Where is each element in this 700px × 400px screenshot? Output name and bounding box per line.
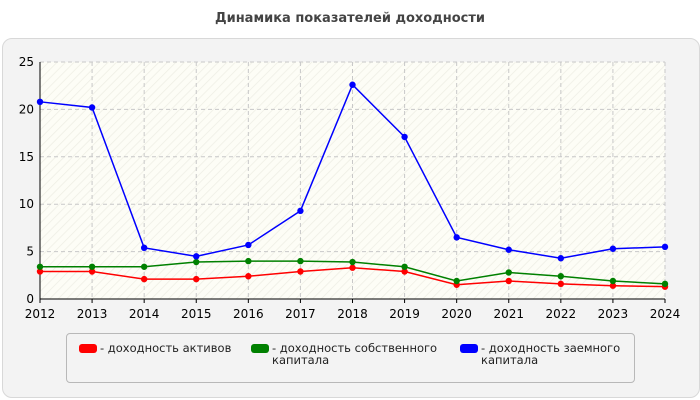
data-point-assets — [36, 268, 44, 275]
data-point-assets — [349, 264, 356, 271]
legend-item-debt: - доходность заемного капитала — [460, 342, 630, 366]
x-tick-label: 2024 — [650, 307, 681, 321]
y-tick-label: 0 — [26, 292, 34, 306]
data-point-assets — [88, 268, 96, 275]
legend-label-assets: - доходность активов — [100, 341, 232, 355]
x-tick-label: 2013 — [77, 307, 108, 321]
data-point-equity — [505, 269, 512, 276]
data-point-equity — [453, 277, 460, 285]
data-point-equity — [609, 277, 617, 285]
legend-item-equity: - доходность собственного капитала — [251, 342, 451, 366]
legend: - доходность активов - доходность собств… — [66, 333, 635, 383]
data-point-debt — [297, 207, 304, 215]
x-tick-label: 2020 — [441, 307, 472, 321]
x-tick-label: 2017 — [285, 307, 316, 321]
data-point-equity — [193, 258, 200, 266]
data-point-equity — [297, 257, 304, 265]
legend-label-equity: - доходность собственного капитала — [272, 341, 438, 367]
data-point-debt — [661, 243, 669, 251]
y-tick-label: 25 — [19, 55, 34, 69]
x-tick-label: 2015 — [181, 307, 212, 321]
data-point-assets — [297, 268, 304, 275]
data-point-debt — [88, 104, 96, 111]
legend-item-assets: - доходность активов — [79, 342, 259, 354]
chart-title: Динамика показателей доходности — [215, 11, 485, 26]
data-point-debt — [245, 241, 252, 249]
x-tick-label: 2012 — [25, 307, 56, 321]
legend-swatch-equity — [251, 344, 269, 353]
data-point-debt — [401, 133, 408, 141]
data-point-equity — [557, 273, 565, 280]
data-point-debt — [505, 246, 512, 253]
x-tick-label: 2018 — [337, 307, 368, 321]
data-point-debt — [36, 98, 44, 106]
data-point-assets — [193, 275, 200, 283]
data-point-assets — [401, 268, 408, 275]
data-point-debt — [140, 244, 148, 252]
data-point-debt — [193, 253, 200, 260]
data-point-equity — [88, 263, 96, 270]
data-point-debt — [453, 234, 460, 241]
x-tick-label: 2016 — [233, 307, 264, 321]
data-point-equity — [401, 263, 408, 270]
data-point-debt — [349, 81, 356, 88]
y-tick-label: 15 — [19, 150, 34, 164]
data-point-equity — [36, 263, 44, 270]
data-point-assets — [245, 273, 252, 280]
y-tick-label: 5 — [26, 245, 34, 259]
x-tick-label: 2014 — [129, 307, 160, 321]
x-tick-label: 2021 — [493, 307, 524, 321]
data-point-debt — [557, 255, 565, 262]
data-point-equity — [661, 280, 669, 288]
data-point-equity — [140, 263, 148, 270]
axes: 0 5 10 15 20 25 2012 2013 2014 2015 2016 2017 2018 20… — [19, 55, 681, 321]
x-tick-label: 2022 — [546, 307, 577, 321]
data-point-assets — [505, 277, 512, 285]
data-point-assets — [557, 280, 565, 288]
legend-label-debt: - доходность заемного капитала — [481, 341, 621, 367]
x-tick-label: 2019 — [389, 307, 420, 321]
data-point-debt — [609, 245, 617, 252]
data-point-equity — [245, 257, 252, 265]
series-layer — [36, 81, 669, 290]
x-tick-label: 2023 — [598, 307, 629, 321]
y-tick-label: 10 — [19, 197, 34, 211]
data-point-assets — [140, 275, 148, 283]
data-point-assets — [609, 282, 617, 289]
y-tick-label: 20 — [19, 102, 34, 116]
legend-swatch-assets — [79, 344, 97, 353]
data-point-equity — [349, 258, 356, 266]
legend-swatch-debt — [460, 344, 478, 353]
